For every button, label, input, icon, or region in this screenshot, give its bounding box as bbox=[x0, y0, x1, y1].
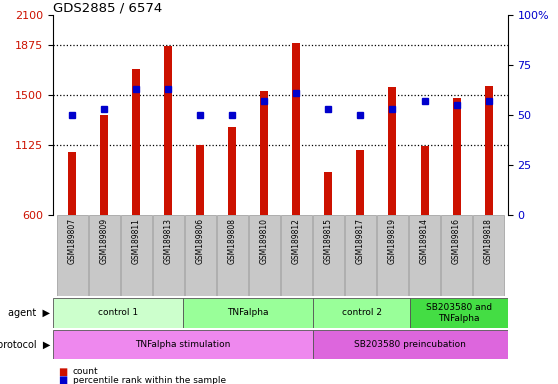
Bar bbox=[377, 215, 408, 296]
Text: TNFalpha stimulation: TNFalpha stimulation bbox=[135, 340, 230, 349]
Bar bbox=[153, 215, 184, 296]
Text: GSM189817: GSM189817 bbox=[356, 218, 365, 264]
Text: GSM189811: GSM189811 bbox=[132, 218, 141, 264]
Text: count: count bbox=[73, 367, 98, 376]
Bar bbox=[421, 146, 429, 215]
Bar bbox=[68, 152, 76, 215]
Text: protocol  ▶: protocol ▶ bbox=[0, 339, 50, 350]
Text: GSM189815: GSM189815 bbox=[324, 218, 333, 264]
Text: GSM189813: GSM189813 bbox=[164, 218, 173, 264]
Text: GSM189816: GSM189816 bbox=[452, 218, 461, 264]
Bar bbox=[228, 126, 237, 215]
Text: GSM189810: GSM189810 bbox=[260, 218, 269, 264]
Bar bbox=[100, 115, 108, 215]
Bar bbox=[57, 215, 88, 296]
Bar bbox=[473, 215, 504, 296]
Bar bbox=[357, 150, 364, 215]
Bar bbox=[324, 172, 333, 215]
Text: GSM189818: GSM189818 bbox=[484, 218, 493, 264]
Bar bbox=[53, 330, 313, 359]
Text: GSM189808: GSM189808 bbox=[228, 218, 237, 264]
Bar bbox=[484, 86, 493, 215]
Text: GSM189812: GSM189812 bbox=[292, 218, 301, 264]
Text: control 1: control 1 bbox=[98, 308, 138, 318]
Bar bbox=[164, 46, 172, 215]
Bar bbox=[217, 215, 248, 296]
Bar bbox=[121, 215, 152, 296]
Text: agent  ▶: agent ▶ bbox=[8, 308, 50, 318]
Bar bbox=[388, 87, 397, 215]
Bar bbox=[196, 145, 204, 215]
Text: GSM189807: GSM189807 bbox=[68, 218, 77, 265]
Bar bbox=[313, 330, 508, 359]
Bar bbox=[53, 298, 183, 328]
Text: ■: ■ bbox=[59, 367, 68, 377]
Bar bbox=[261, 91, 268, 215]
Bar bbox=[183, 298, 313, 328]
Bar bbox=[132, 69, 140, 215]
Text: TNFalpha: TNFalpha bbox=[227, 308, 268, 318]
Bar bbox=[313, 215, 344, 296]
Bar bbox=[453, 98, 460, 215]
Text: SB203580 preincubation: SB203580 preincubation bbox=[354, 340, 466, 349]
Bar bbox=[345, 215, 376, 296]
Text: GDS2885 / 6574: GDS2885 / 6574 bbox=[53, 1, 162, 14]
Text: SB203580 and
TNFalpha: SB203580 and TNFalpha bbox=[426, 303, 492, 323]
Text: percentile rank within the sample: percentile rank within the sample bbox=[73, 376, 225, 384]
Bar bbox=[410, 298, 508, 328]
Bar bbox=[281, 215, 312, 296]
Text: ■: ■ bbox=[59, 375, 68, 384]
Text: GSM189806: GSM189806 bbox=[196, 218, 205, 265]
Text: GSM189814: GSM189814 bbox=[420, 218, 429, 264]
Text: control 2: control 2 bbox=[341, 308, 382, 318]
Bar bbox=[249, 215, 280, 296]
Text: GSM189809: GSM189809 bbox=[100, 218, 109, 265]
Bar bbox=[313, 298, 410, 328]
Bar bbox=[409, 215, 440, 296]
Bar bbox=[441, 215, 472, 296]
Bar bbox=[185, 215, 216, 296]
Bar bbox=[89, 215, 119, 296]
Bar bbox=[292, 43, 300, 215]
Text: GSM189819: GSM189819 bbox=[388, 218, 397, 264]
